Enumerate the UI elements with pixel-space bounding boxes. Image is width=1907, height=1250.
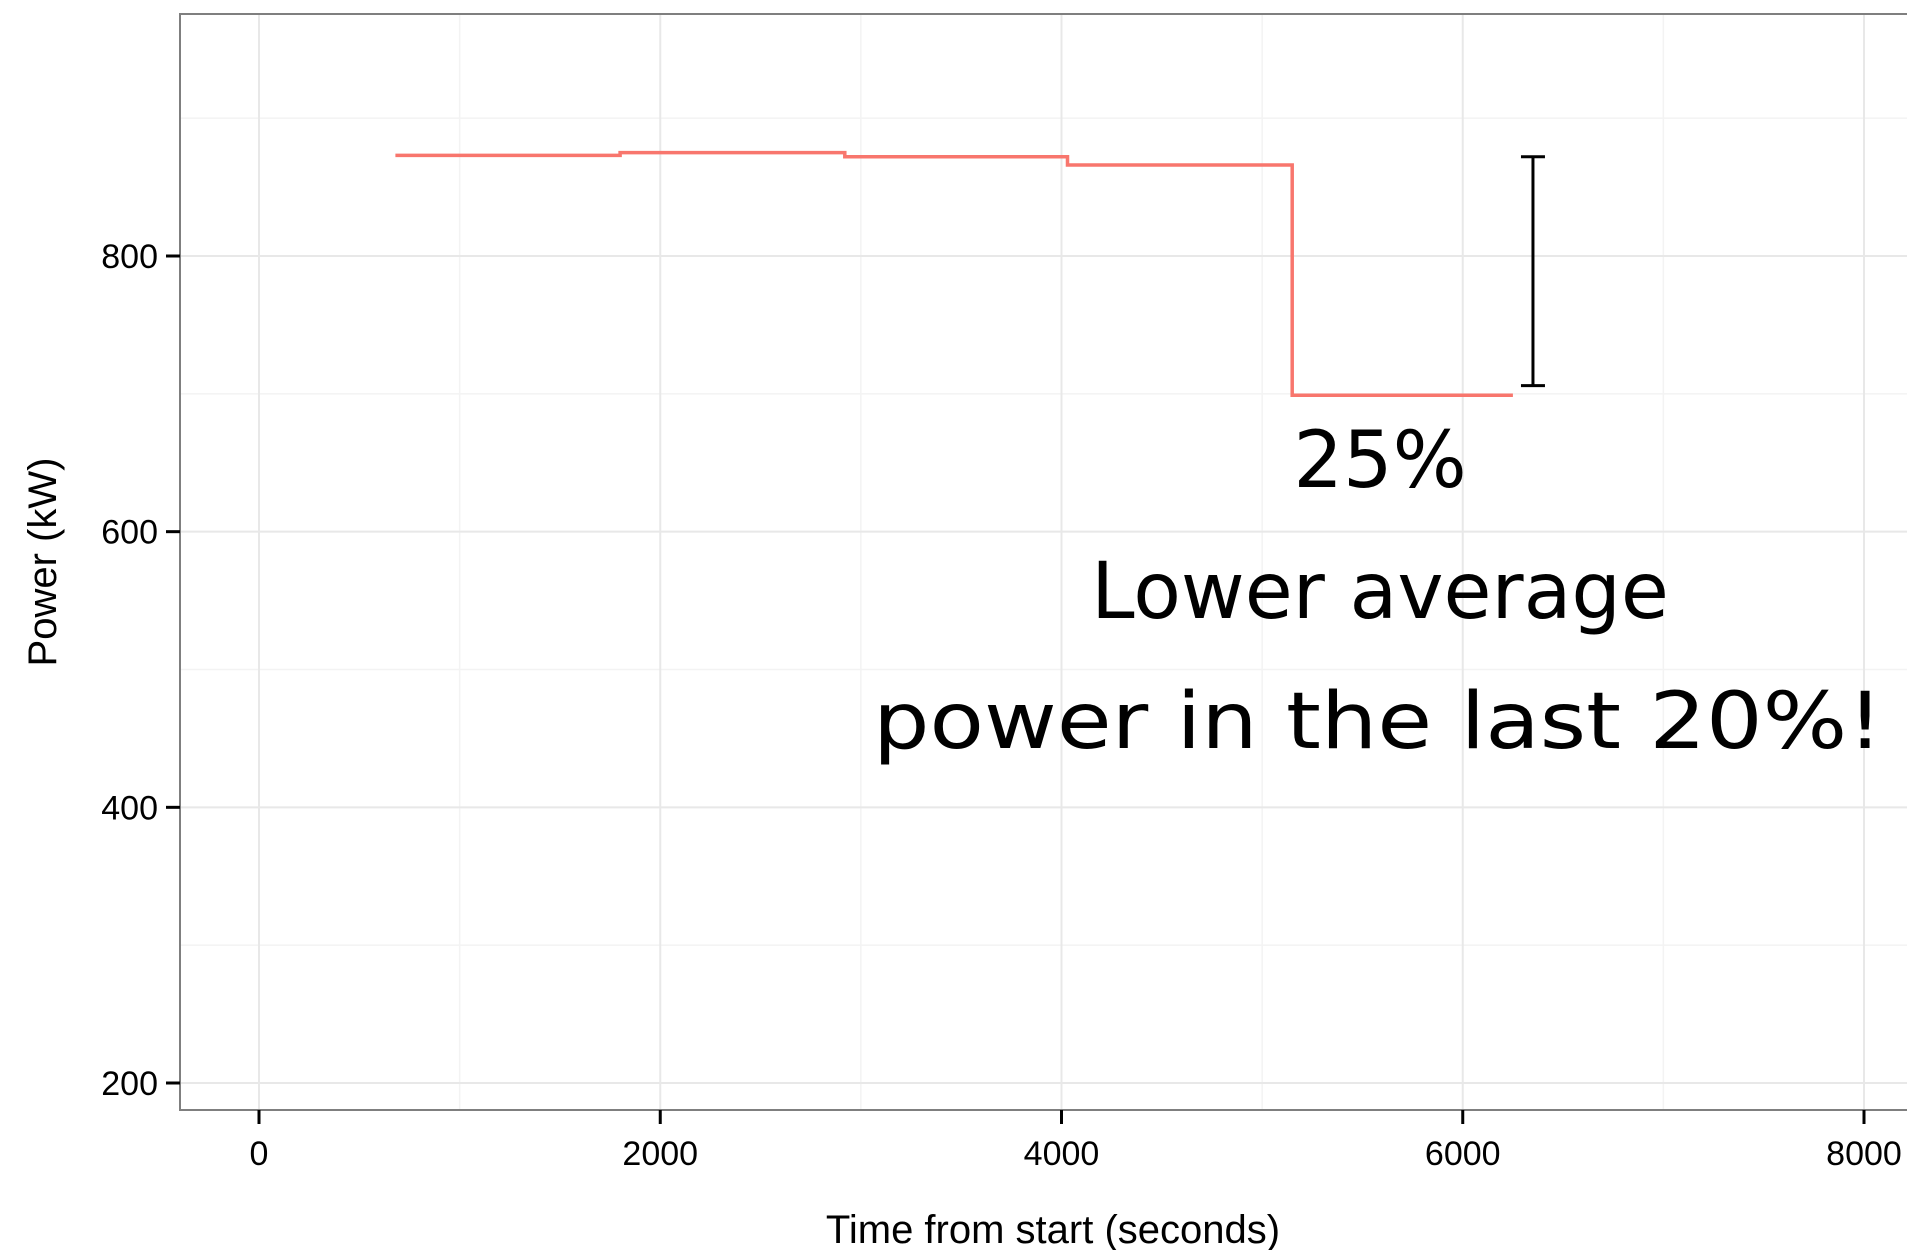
minor-gridlines [180,14,1907,1110]
annotation-percent: 25% [1293,416,1466,506]
y-tick-label: 200 [101,1065,158,1103]
plot-panel-border [179,13,1907,1111]
x-tick-label: 6000 [1425,1135,1501,1173]
y-axis-title: Power (kW) [21,458,65,667]
annotation-line-1: Lower average [1091,547,1669,637]
y-tick-label: 600 [101,514,158,552]
y-tick-label: 800 [101,238,158,276]
x-tick-label: 4000 [1024,1135,1100,1173]
series-layer [395,150,1513,397]
x-axis-title: Time from start (seconds) [826,1208,1280,1250]
error-bar-layer [1520,155,1545,388]
x-tick-label: 0 [250,1135,269,1173]
major-gridlines [180,14,1907,1110]
y-tick-label: 400 [101,789,158,827]
x-axis-ticks: 0 2000 4000 6000 8000 [250,1110,1902,1173]
y-axis-ticks: 200 400 600 800 [101,238,180,1103]
power-series-line [395,150,1513,397]
x-tick-label: 8000 [1826,1135,1902,1173]
x-tick-label: 2000 [622,1135,698,1173]
annotation-line-2: power in the last 20%! [873,677,1883,767]
